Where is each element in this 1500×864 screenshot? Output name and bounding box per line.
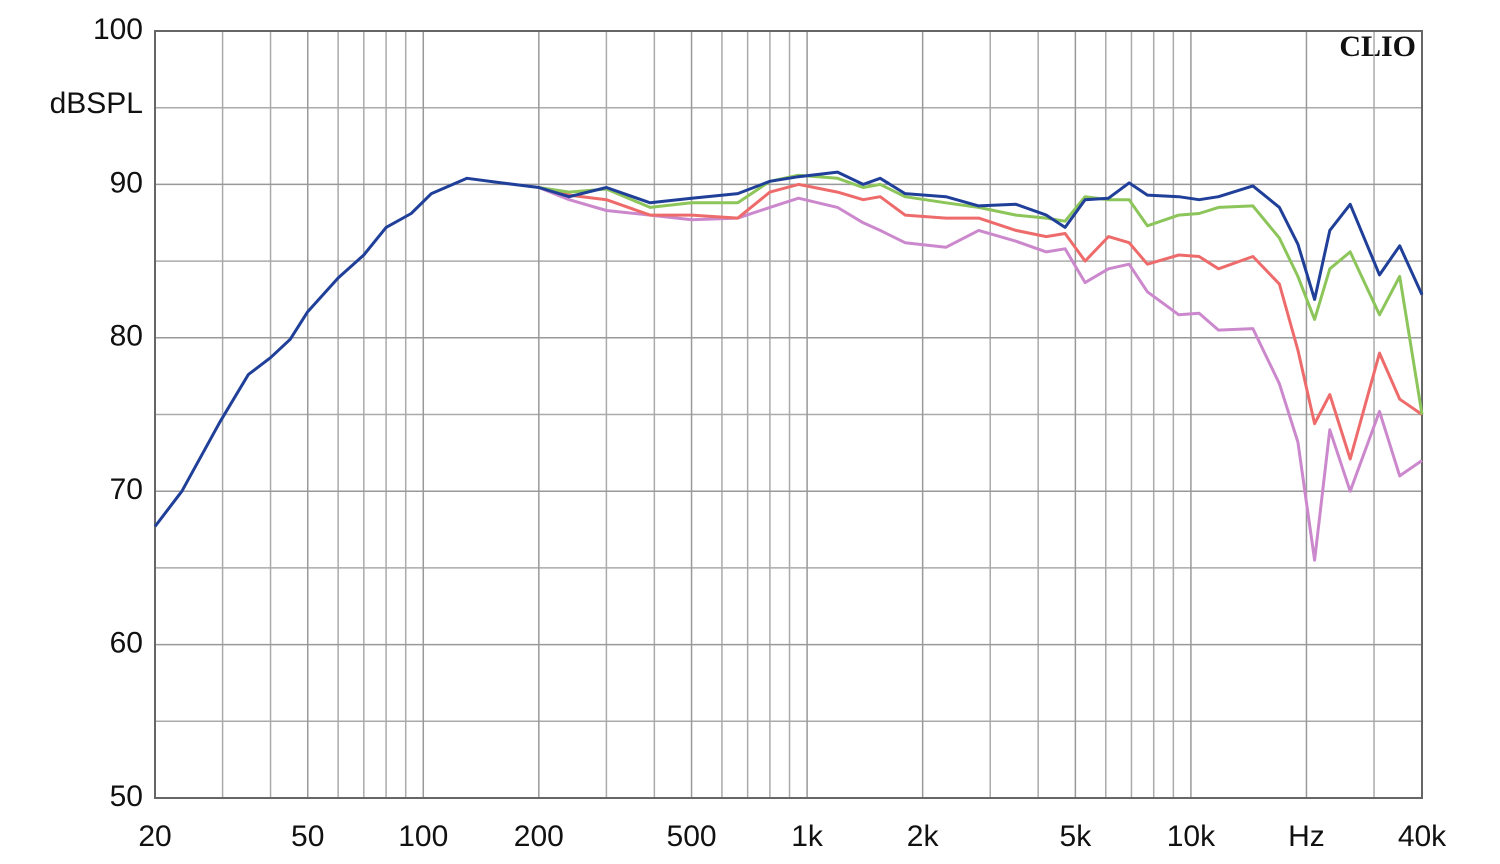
- y-tick-label: 90: [110, 166, 143, 199]
- brand: CLIO: [1339, 30, 1416, 63]
- x-tick-label: 500: [667, 820, 717, 853]
- x-tick-label: 100: [398, 820, 448, 853]
- y-tick-label: 60: [110, 627, 143, 660]
- x-tick-label: Hz: [1288, 820, 1325, 853]
- x-tick-label: 2k: [907, 820, 940, 853]
- x-tick-label: 20: [138, 820, 171, 853]
- x-tick-label: 50: [291, 820, 324, 853]
- x-tick-label: 10k: [1167, 820, 1216, 853]
- x-tick-label: 1k: [791, 820, 824, 853]
- y-tick-label: 100: [93, 13, 143, 46]
- series-line: [538, 173, 1424, 415]
- y-tick-label: 70: [110, 473, 143, 506]
- x-tick-label: 200: [514, 820, 564, 853]
- x-tick-label: 40k: [1398, 820, 1447, 853]
- y-axis-label: dBSPL: [50, 87, 143, 120]
- y-tick-label: 50: [110, 780, 143, 813]
- x-tick-label: 5k: [1060, 820, 1093, 853]
- series-line: [153, 170, 1424, 528]
- series-line: [538, 186, 1423, 562]
- series-line: [538, 182, 1423, 461]
- y-tick-label: 80: [110, 320, 143, 353]
